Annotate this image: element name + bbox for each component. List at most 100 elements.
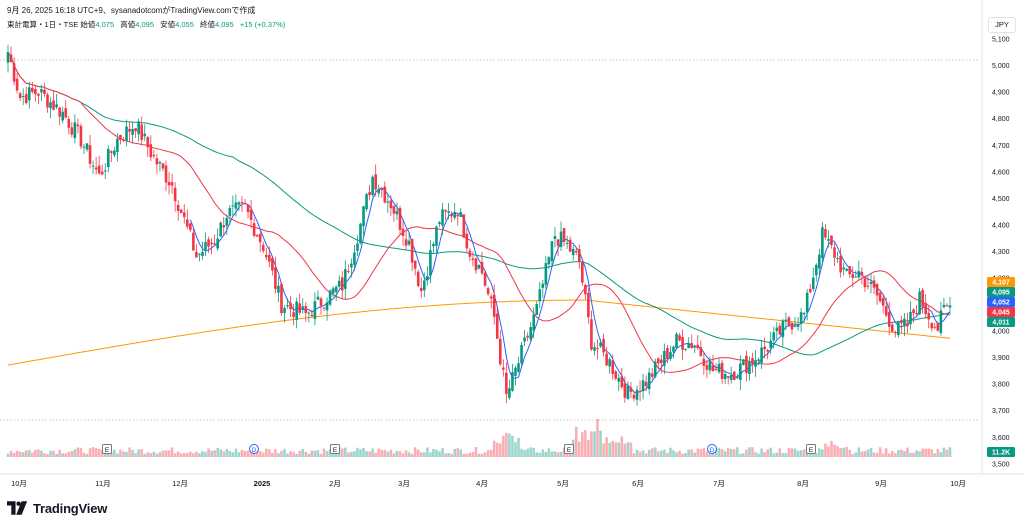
candle-body [64,108,68,118]
candle-body [933,326,937,328]
candle-body [255,235,259,237]
candle-body [58,107,61,117]
volume-bar [705,451,709,457]
volume-bar [492,440,496,457]
candle-body [660,359,663,364]
currency-badge[interactable]: JPY [988,17,1016,33]
volume-bar [447,453,450,457]
candle-body [79,125,83,147]
candle-body [690,343,694,349]
volume-bar [292,452,295,457]
volume-bar [325,451,329,457]
volume-bar [605,437,608,457]
price-badge-label: 4,011 [992,320,1009,327]
volume-bar [268,449,271,457]
candle-body [742,359,745,365]
volume-bar [735,447,739,457]
volume-bar [629,442,633,457]
dividend-marker[interactable]: D [249,444,259,455]
candle-body [784,319,788,322]
candle-body [334,286,338,292]
y-tick-label: 3,800 [992,382,1010,389]
volume-bar [319,453,323,457]
volume-bar [927,448,931,457]
candle-body [316,296,320,300]
candle-body [495,313,499,339]
candle-body [766,350,769,352]
candle-body [228,207,232,217]
volume-bar [67,451,71,457]
candle-body [568,239,572,252]
candle-body [456,214,460,217]
volume-bar [830,440,833,457]
price-badge [987,287,1015,297]
candle-body [745,355,748,373]
volume-bar [781,453,785,457]
volume-bar [672,450,675,457]
candle-body [110,151,113,153]
volume-bar [21,452,25,457]
candle-body [584,284,587,295]
volume-bar [824,443,827,457]
candle-body [699,347,703,356]
candle-body [626,385,630,399]
candle-body [240,202,244,204]
volume-bar [687,449,690,457]
candle-body [514,367,517,376]
candle-body [483,272,487,286]
volume-bar [574,426,578,457]
candle-body [447,211,450,214]
volume-bar [225,448,229,457]
dividend-marker[interactable]: D [707,444,717,455]
candle-body [593,347,596,351]
candle-body [939,310,943,334]
symbol-label[interactable]: 東計電算・1日・TSE [7,20,79,29]
candle-body [246,204,250,213]
volume-bar [398,451,402,457]
y-tick-label: 4,600 [992,169,1010,176]
volume-bar [143,453,147,457]
volume-bar [772,453,776,457]
volume-bar [401,453,405,457]
candle-body [201,252,204,257]
candle-body [881,298,885,306]
earnings-marker[interactable]: E [806,444,816,455]
candle-body [21,95,25,97]
volume-bar [866,449,870,457]
earnings-marker[interactable]: E [330,444,340,455]
candles [6,44,952,406]
candle-body [775,327,779,332]
volume-bar [909,452,912,457]
volume-bar [216,447,219,457]
volume-bar [784,453,788,457]
candle-body [605,353,608,366]
volume-bar [277,453,280,457]
volume-bar [371,448,374,457]
candle-body [492,294,496,317]
candle-body [225,218,229,226]
high-value: 4,095 [135,20,155,29]
x-tick-label: 7月 [713,479,725,488]
volume-bar [176,451,180,457]
close-label: 終値 [199,20,215,29]
tradingview-wordmark: TradingView [33,500,108,516]
candle-body [669,352,672,359]
y-tick-label: 4,300 [992,249,1010,256]
candle-body [88,145,92,164]
candle-body [769,340,773,349]
volume-bar [222,451,226,457]
earnings-marker[interactable]: E [102,444,112,455]
candle-body [863,278,867,288]
candle-body [295,301,298,320]
volume-bar [541,449,545,457]
tradingview-branding[interactable]: TradingView [7,499,107,517]
candle-body [860,271,864,275]
x-tick-label: 8月 [797,479,809,488]
earnings-marker[interactable]: E [564,444,574,455]
volume-bar [55,453,58,457]
candle-body [647,372,651,390]
candle-body [687,343,690,348]
candle-body [82,146,86,148]
x-tick-label: 11月 [95,479,110,488]
